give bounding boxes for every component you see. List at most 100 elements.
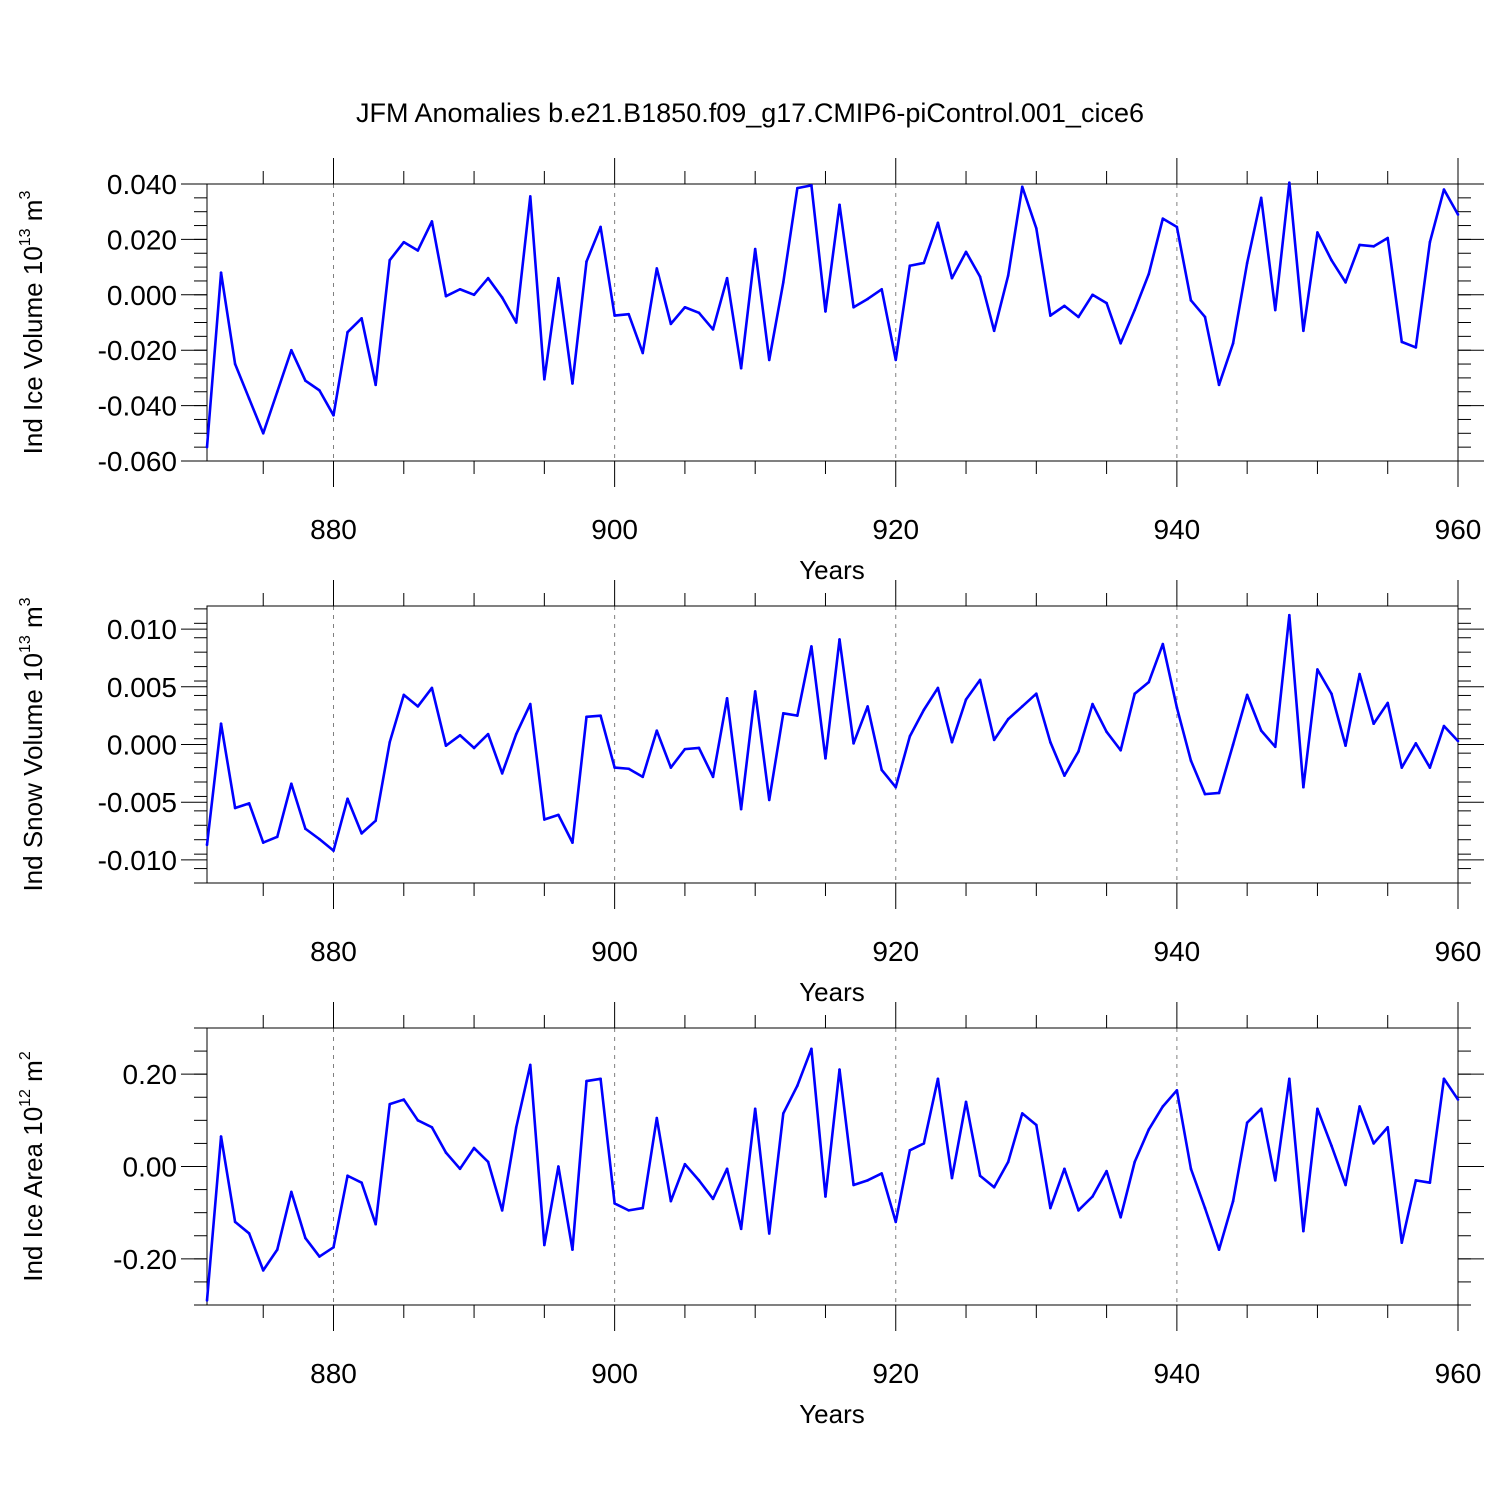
panels: -0.060 -0.040 -0.020 0.000 0.020 0.040 880 900 9… bbox=[17, 158, 1484, 1429]
data-point bbox=[247, 1232, 251, 1235]
data-point bbox=[1372, 1142, 1375, 1145]
data-point bbox=[402, 693, 406, 697]
data-point bbox=[1175, 1089, 1179, 1092]
data-point bbox=[374, 383, 377, 387]
data-point bbox=[1189, 299, 1193, 302]
chart-panel-1: -0.060 -0.040 -0.020 0.000 0.020 0.040 880 900 9… bbox=[17, 158, 1484, 585]
data-point bbox=[1259, 196, 1263, 200]
data-point bbox=[1133, 308, 1137, 312]
data-point bbox=[1288, 181, 1291, 184]
x-tick-label: 940 bbox=[1154, 936, 1201, 967]
data-point bbox=[444, 744, 448, 747]
y-tick-label: 0.00 bbox=[123, 1152, 178, 1183]
data-point bbox=[1330, 692, 1333, 696]
data-point bbox=[753, 1107, 757, 1111]
data-point bbox=[543, 818, 546, 821]
series-line bbox=[205, 613, 1459, 852]
data-point bbox=[1147, 272, 1151, 276]
data-point bbox=[585, 715, 588, 719]
x-tick-label: 940 bbox=[1154, 514, 1201, 545]
data-point bbox=[1119, 1215, 1122, 1219]
data-point bbox=[978, 275, 982, 279]
data-point bbox=[1316, 231, 1319, 234]
data-point bbox=[1133, 1160, 1137, 1164]
data-point bbox=[514, 1125, 518, 1129]
data-point bbox=[1006, 1160, 1010, 1164]
data-point bbox=[318, 1255, 321, 1258]
x-axis-title: Years bbox=[799, 1399, 865, 1429]
data-point bbox=[1133, 692, 1137, 696]
data-point bbox=[866, 705, 869, 708]
data-point bbox=[557, 1165, 560, 1168]
data-point bbox=[936, 1077, 940, 1081]
data-point bbox=[219, 1135, 223, 1138]
x-axis-title: Years bbox=[799, 555, 865, 585]
data-point bbox=[1358, 672, 1361, 676]
data-point bbox=[908, 735, 912, 738]
data-point bbox=[767, 798, 771, 802]
data-point bbox=[936, 221, 940, 225]
data-point bbox=[1456, 1098, 1460, 1101]
data-point bbox=[1049, 314, 1052, 317]
data-point bbox=[261, 432, 265, 435]
y-axis-title-ylabel-exp: 13 bbox=[17, 228, 34, 246]
data-point bbox=[458, 733, 462, 737]
data-point bbox=[894, 785, 898, 789]
y-tick-label: 0.000 bbox=[107, 280, 177, 311]
data-point bbox=[796, 186, 799, 190]
data-point bbox=[585, 1079, 588, 1083]
data-point bbox=[1372, 722, 1375, 726]
y-tick-label: 0.005 bbox=[107, 672, 177, 703]
data-point bbox=[1245, 261, 1249, 265]
data-point bbox=[725, 1167, 729, 1171]
data-point bbox=[486, 276, 490, 280]
x-tick-label: 900 bbox=[591, 1358, 638, 1389]
data-point bbox=[346, 797, 349, 801]
data-point bbox=[697, 746, 701, 750]
data-point bbox=[247, 397, 251, 400]
y-axis-title-ylabel-exp: 13 bbox=[17, 635, 34, 653]
data-point bbox=[782, 712, 785, 715]
y-tick-label: 0.000 bbox=[107, 730, 177, 761]
x-tick-label: 900 bbox=[591, 936, 638, 967]
data-point bbox=[725, 276, 729, 280]
y-axis-title-ylabel-unit-exp: 3 bbox=[17, 597, 34, 606]
data-point bbox=[388, 1102, 392, 1106]
data-point bbox=[852, 1183, 855, 1187]
data-point bbox=[978, 1174, 982, 1178]
data-point bbox=[571, 1248, 574, 1251]
data-point bbox=[627, 312, 630, 316]
data-point bbox=[1006, 274, 1010, 277]
data-point bbox=[1175, 706, 1179, 709]
data-point bbox=[1400, 766, 1404, 769]
data-point bbox=[458, 287, 462, 291]
data-point bbox=[1049, 740, 1052, 744]
data-point bbox=[782, 281, 785, 284]
data-point bbox=[472, 293, 476, 297]
data-point bbox=[514, 732, 518, 736]
y-axis-title-ylabel-exp: 12 bbox=[17, 1089, 34, 1107]
data-point bbox=[711, 328, 715, 331]
data-point bbox=[1358, 243, 1361, 247]
x-axis-title: Years bbox=[799, 977, 865, 1007]
data-point bbox=[543, 377, 546, 381]
data-point bbox=[360, 1181, 363, 1184]
data-point bbox=[514, 321, 518, 324]
data-point bbox=[1161, 642, 1165, 646]
x-tick-label: 920 bbox=[872, 514, 919, 545]
data-point bbox=[1063, 304, 1066, 308]
data-point bbox=[486, 732, 490, 736]
data-point bbox=[374, 1222, 377, 1226]
data-point bbox=[1147, 680, 1151, 684]
data-point bbox=[852, 742, 855, 745]
data-point bbox=[950, 740, 954, 744]
data-point bbox=[1259, 1107, 1263, 1111]
data-point bbox=[1400, 1241, 1404, 1244]
data-point bbox=[824, 757, 827, 760]
data-point bbox=[1006, 717, 1010, 721]
data-point bbox=[767, 358, 771, 362]
x-tick-label: 880 bbox=[310, 936, 357, 967]
data-point bbox=[894, 1220, 898, 1224]
y-tick-label: 0.010 bbox=[107, 614, 177, 645]
data-point bbox=[1077, 750, 1080, 753]
